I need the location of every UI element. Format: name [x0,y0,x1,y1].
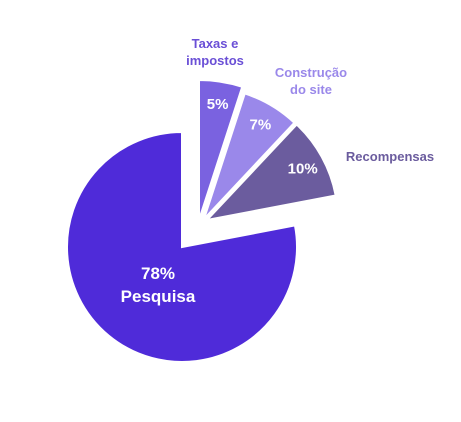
slice-value-label-construcao-do-site: 7% [250,117,272,134]
slice-category-label-recompensas: Recompensas [346,149,434,164]
slice-value-label-pesquisa: 78% [141,264,175,283]
slice-category-label-taxas-e-impostos: Taxas e impostos [186,36,244,68]
slice-label-pesquisa: 78% Pesquisa [121,264,196,306]
pie-slice-taxas-e-impostos [198,78,244,221]
slice-category-label-construcao-do-site: Construção do site [275,65,347,97]
slice-category-label-pesquisa: Pesquisa [121,287,196,306]
slice-value-label-taxas-e-impostos: 5% [207,96,229,113]
pie-slice-construcao-do-site [203,92,296,220]
slice-value-label-recompensas: 10% [288,160,318,177]
pie-slice-recompensas [204,123,337,222]
pie-slice-pesquisa [66,130,298,363]
